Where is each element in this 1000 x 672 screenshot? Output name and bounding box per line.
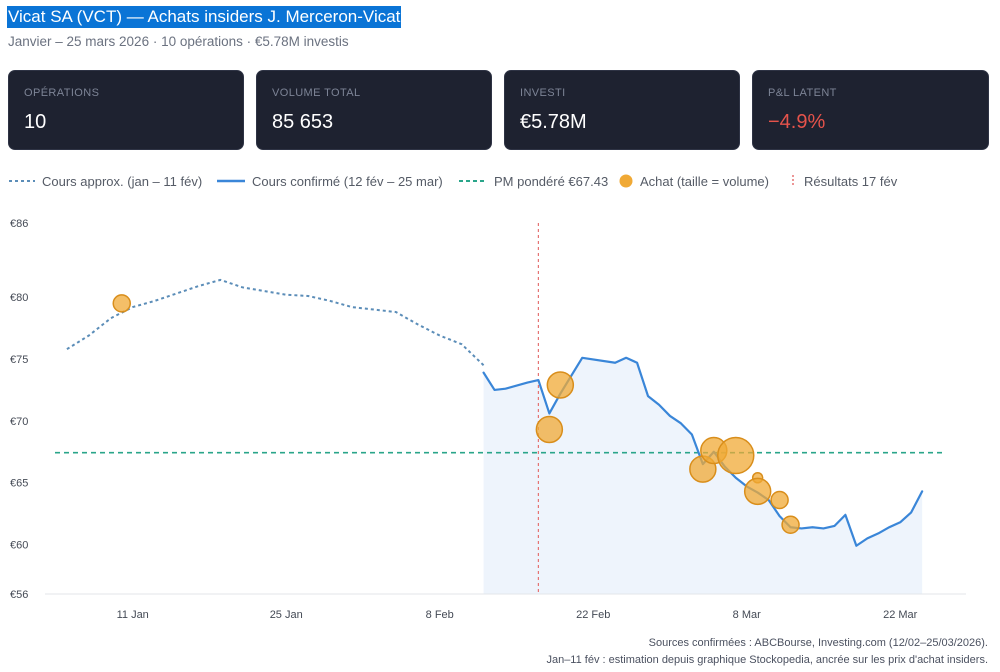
card-label: OPÉRATIONS [24,87,100,99]
page-subtitle: Janvier – 25 mars 2026 · 10 opérations ·… [8,34,349,49]
card-label: INVESTI [520,87,566,99]
card-value: €5.78M [520,111,587,133]
card-pnl-latent: P&L LATENT −4.9% [752,70,989,150]
y-tick-label: €60 [10,540,28,552]
legend-label: Cours approx. (jan – 11 fév) [42,173,203,189]
card-value: 10 [24,111,47,133]
page-title: Vicat SA (VCT) — Achats insiders J. Merc… [7,6,402,28]
stats-cards: OPÉRATIONS 10 VOLUME TOTAL 85 653 INVEST… [8,70,990,151]
approx-price-line [66,278,485,366]
legend-label: Achat (taille = volume) [640,173,769,189]
footnote-estimation: Jan–11 fév : estimation depuis graphique… [546,654,988,666]
card-operations: OPÉRATIONS 10 [8,70,244,150]
y-tick-label: €65 [10,478,28,490]
purchase-bubble [770,490,789,510]
card-label: P&L LATENT [768,87,837,99]
y-tick-label: €56 [10,589,28,601]
purchase-bubble [535,415,564,444]
footnote-sources: Sources confirmées : ABCBourse, Investin… [648,637,988,649]
purchase-bubble [546,371,575,399]
y-tick-label: €80 [10,292,28,304]
x-tick-label: 25 Jan [270,609,303,621]
legend-label: Résultats 17 fév [804,173,898,189]
x-tick-label: 8 Mar [733,609,761,621]
dotted-line-icon [9,180,35,182]
card-volume-total: VOLUME TOTAL 85 653 [256,70,492,150]
circle-icon [619,174,633,188]
legend-item-approx[interactable]: Cours approx. (jan – 11 fév) [8,172,202,190]
card-value: −4.9% [768,111,826,133]
y-tick-label: €70 [10,416,28,428]
x-tick-label: 22 Feb [576,609,610,621]
legend-item-resultats[interactable]: Résultats 17 fév [788,172,897,190]
x-tick-label: 11 Jan [117,609,149,621]
x-tick-label: 8 Feb [426,609,454,621]
legend-item-confirmed[interactable]: Cours confirmé (12 fév – 25 mar) [216,172,443,190]
card-investi: INVESTI €5.78M [504,70,740,150]
x-tick-label: 22 Mar [883,609,918,621]
legend-label: Cours confirmé (12 fév – 25 mar) [252,173,443,189]
y-tick-label: €75 [10,354,28,366]
purchase-bubble [743,477,772,506]
solid-line-icon [217,179,245,183]
card-label: VOLUME TOTAL [272,87,361,99]
price-chart: €56 €60 €65 €70 €75 €80 €86 11 Jan 25 Jan 8 Feb 22… [10,218,966,621]
card-value: 85 653 [272,111,334,133]
legend-item-achat[interactable]: Achat (taille = volume) [618,172,769,190]
legend-label: PM pondéré €67.43 [494,173,609,189]
y-tick-label: €86 [10,218,28,230]
dashed-line-icon [459,180,487,182]
purchase-bubble [717,436,755,475]
dotted-vertical-icon [792,175,794,187]
legend-item-pm[interactable]: PM pondéré €67.43 [458,172,608,190]
purchase-bubble [112,294,131,313]
purchase-bubble [781,515,800,534]
